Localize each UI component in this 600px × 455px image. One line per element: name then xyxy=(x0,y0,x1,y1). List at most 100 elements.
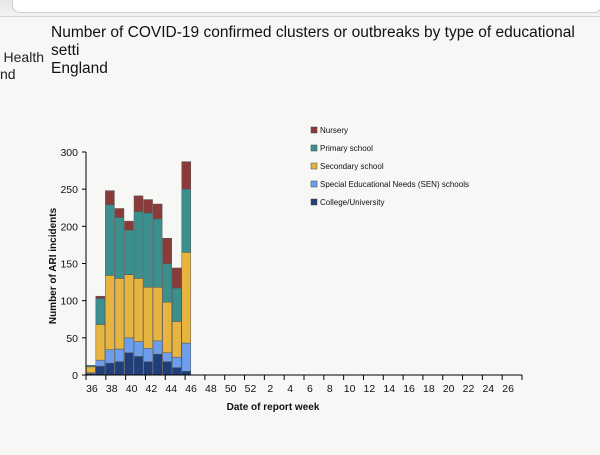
x-tick-label: 38 xyxy=(106,383,118,395)
x-tick-label: 4 xyxy=(287,383,293,395)
bar-segment-secondary-school-week-43 xyxy=(152,287,163,342)
bar-segment-nursery-week-44 xyxy=(162,237,172,264)
x-tick-label: 8 xyxy=(327,383,333,395)
bar-segment-special-educational-needs-sen-schools-week-44 xyxy=(162,352,172,362)
legend: Nursery Primary school Secondary school Spe… xyxy=(310,126,469,207)
legend-label-college-university: College/University xyxy=(320,198,384,207)
bar-segment-primary-school-week-40 xyxy=(124,229,134,275)
bar-segment-secondary-school-week-38 xyxy=(105,275,115,350)
bars-layer xyxy=(86,161,192,376)
address-field[interactable] xyxy=(12,0,600,13)
bar-segment-special-educational-needs-sen-schools-week-40 xyxy=(124,337,134,353)
bar-segment-college-university-week-46 xyxy=(181,371,192,376)
bar-segment-primary-school-week-38 xyxy=(105,204,115,276)
legend-label-primary-school: Primary school xyxy=(320,144,373,153)
bar-segment-primary-school-week-44 xyxy=(162,263,172,303)
x-tick-label: 44 xyxy=(165,383,177,395)
bar-segment-college-university-week-38 xyxy=(105,362,115,376)
x-tick-label: 20 xyxy=(443,383,455,395)
bar-segment-secondary-school-week-41 xyxy=(133,278,144,342)
bar-segment-primary-school-week-46 xyxy=(181,188,192,253)
x-axis-label: Date of report week xyxy=(227,402,320,413)
bar-segment-college-university-week-39 xyxy=(114,361,125,376)
bar-segment-college-university-week-41 xyxy=(133,356,144,376)
bar-segment-nursery-week-41 xyxy=(133,195,144,212)
bar-segment-primary-school-week-37 xyxy=(95,298,106,325)
x-tick-label: 2 xyxy=(267,383,273,395)
y-tick-label: 0 xyxy=(72,370,78,382)
bar-segment-special-educational-needs-sen-schools-week-39 xyxy=(114,348,125,362)
y-axis-label: Number of ARI incidents xyxy=(48,207,59,324)
x-tick-label: 6 xyxy=(307,383,313,395)
x-tick-label: 18 xyxy=(423,383,435,395)
bar-segment-college-university-week-40 xyxy=(124,352,134,376)
bar-segment-nursery-week-40 xyxy=(124,220,134,231)
y-tick-label: 250 xyxy=(60,184,78,196)
bar-segment-college-university-week-37 xyxy=(95,365,106,376)
legend-swatch-college-university xyxy=(310,198,318,206)
bar-segment-primary-school-week-39 xyxy=(114,217,125,279)
bar-segment-college-university-week-45 xyxy=(171,367,182,376)
bar-segment-nursery-week-38 xyxy=(105,190,115,206)
browser-top-bar xyxy=(0,0,600,17)
bar-segment-secondary-school-week-40 xyxy=(124,274,134,339)
y-tick-label: 50 xyxy=(66,333,78,345)
chart-title: Number of COVID-19 confirmed clusters or… xyxy=(51,24,575,77)
x-tick-label: 48 xyxy=(205,383,217,395)
bar-segment-special-educational-needs-sen-schools-week-46 xyxy=(181,342,192,372)
bar-segment-college-university-week-43 xyxy=(152,353,163,376)
x-tick-label: 40 xyxy=(126,383,138,395)
x-tick-label: 10 xyxy=(344,383,356,395)
organisation-name-line-2: nd xyxy=(0,66,16,82)
bar-segment-special-educational-needs-sen-schools-week-42 xyxy=(143,347,153,362)
bar-segment-primary-school-week-43 xyxy=(152,218,163,288)
bar-segment-secondary-school-week-42 xyxy=(143,287,153,349)
bar-segment-special-educational-needs-sen-schools-week-38 xyxy=(105,349,115,364)
bar-segment-secondary-school-week-44 xyxy=(162,301,172,353)
y-tick-label: 100 xyxy=(60,296,78,308)
x-tick-label: 46 xyxy=(185,383,197,395)
bar-segment-nursery-week-46 xyxy=(181,161,192,190)
bar-segment-special-educational-needs-sen-schools-week-45 xyxy=(171,356,182,368)
legend-swatch-primary-school xyxy=(310,144,318,152)
bar-segment-secondary-school-week-36 xyxy=(86,366,96,374)
bar-segment-primary-school-week-42 xyxy=(143,212,153,288)
bar-segment-nursery-week-42 xyxy=(143,199,153,214)
legend-label-nursery: Nursery xyxy=(320,126,348,135)
x-tick-label: 16 xyxy=(403,383,415,395)
x-tick-label: 14 xyxy=(383,383,395,395)
bar-segment-primary-school-week-36 xyxy=(86,365,96,368)
bar-segment-primary-school-week-41 xyxy=(133,211,144,279)
legend-swatch-secondary-school xyxy=(310,162,318,170)
bar-segment-special-educational-needs-sen-schools-week-37 xyxy=(95,359,106,367)
bar-segment-special-educational-needs-sen-schools-week-43 xyxy=(152,340,163,355)
bar-segment-secondary-school-week-39 xyxy=(114,278,125,350)
legend-label-secondary-school: Secondary school xyxy=(320,162,384,171)
x-tick-label: 22 xyxy=(463,383,475,395)
legend-swatch-special-educational-needs-sen-schools xyxy=(310,180,318,188)
organisation-name: Health nd xyxy=(0,49,44,83)
bar-segment-nursery-week-43 xyxy=(152,203,163,220)
x-tick-label: 36 xyxy=(86,383,98,395)
bar-segment-nursery-week-45 xyxy=(171,267,182,289)
bar-segment-nursery-week-39 xyxy=(114,208,125,218)
y-tick-label: 200 xyxy=(60,221,78,233)
bar-segment-secondary-school-week-45 xyxy=(171,321,182,358)
bar-segment-secondary-school-week-46 xyxy=(181,252,192,344)
bar-segment-secondary-school-week-37 xyxy=(95,324,106,361)
x-tick-label: 50 xyxy=(225,383,237,395)
x-tick-label: 24 xyxy=(482,383,494,395)
bar-segment-nursery-week-37 xyxy=(95,295,106,299)
legend-swatch-nursery xyxy=(310,126,318,134)
y-tick-label: 150 xyxy=(60,259,78,271)
x-tick-label: 26 xyxy=(502,383,514,395)
x-tick-label: 42 xyxy=(146,383,158,395)
bar-segment-college-university-week-44 xyxy=(162,361,172,376)
bar-segment-special-educational-needs-sen-schools-week-41 xyxy=(133,341,144,357)
x-tick-label: 52 xyxy=(245,383,257,395)
bar-segment-primary-school-week-45 xyxy=(171,287,182,322)
y-tick-label: 300 xyxy=(60,147,78,159)
legend-label-special-educational-needs-sen-schools: Special Educational Needs (SEN) schools xyxy=(320,180,469,189)
